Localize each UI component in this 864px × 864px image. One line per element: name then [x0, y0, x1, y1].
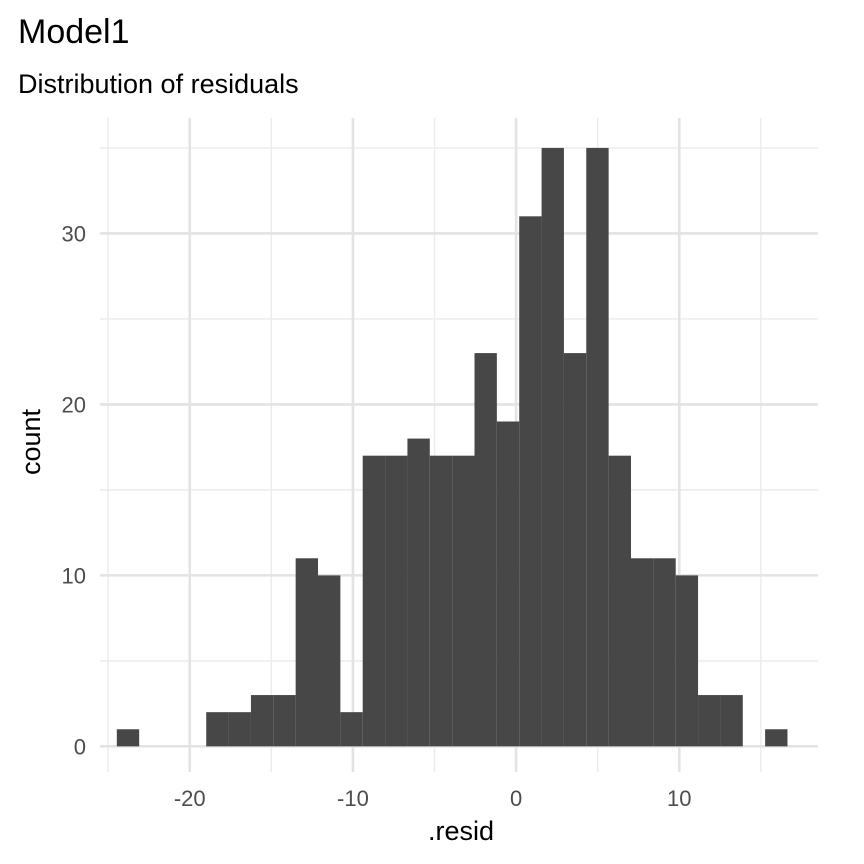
histogram-bar: [452, 455, 475, 747]
histogram-bar: [675, 575, 699, 747]
x-axis-title: .resid: [428, 816, 494, 846]
histogram-bar: [608, 455, 631, 747]
histogram-bar: [653, 558, 676, 747]
histogram-bar: [541, 147, 564, 747]
x-tick-label: -10: [337, 786, 369, 811]
histogram-bar: [250, 695, 274, 747]
x-tick-label: 0: [510, 786, 522, 811]
chart-title: Model1: [18, 13, 130, 51]
histogram-bar: [720, 695, 743, 747]
histogram-bar: [407, 438, 430, 747]
y-tick-label: 20: [62, 392, 86, 417]
histogram-bar: [273, 695, 296, 747]
histogram-bar: [519, 216, 542, 747]
y-axis-title: count: [16, 408, 46, 475]
chart-subtitle: Distribution of residuals: [18, 69, 299, 99]
histogram-bar: [385, 455, 408, 747]
histogram-bar: [765, 729, 788, 747]
histogram-bar: [295, 558, 319, 747]
histogram-bar: [318, 575, 341, 747]
y-tick-label: 30: [62, 221, 86, 246]
y-tick-label: 0: [74, 734, 86, 759]
y-axis-tick-labels: 0 10 20 30: [62, 221, 86, 759]
histogram-bar: [228, 712, 251, 747]
histogram-bar: [429, 455, 453, 747]
histogram-bar: [474, 353, 497, 747]
x-tick-label: 10: [667, 786, 691, 811]
histogram-bar: [586, 147, 609, 747]
histogram-bar: [362, 455, 386, 747]
histogram-bar: [116, 729, 140, 747]
histogram-bar: [496, 421, 520, 747]
histogram-bar: [563, 353, 587, 747]
histogram-bar: [630, 558, 654, 747]
y-tick-label: 10: [62, 563, 86, 588]
x-tick-label: -20: [174, 786, 206, 811]
x-axis-tick-labels: -20 -10 0 10: [174, 786, 692, 811]
histogram-bar: [340, 712, 363, 747]
histogram-bars: [116, 147, 788, 747]
histogram-bar: [698, 695, 721, 747]
histogram-bar: [206, 712, 229, 747]
